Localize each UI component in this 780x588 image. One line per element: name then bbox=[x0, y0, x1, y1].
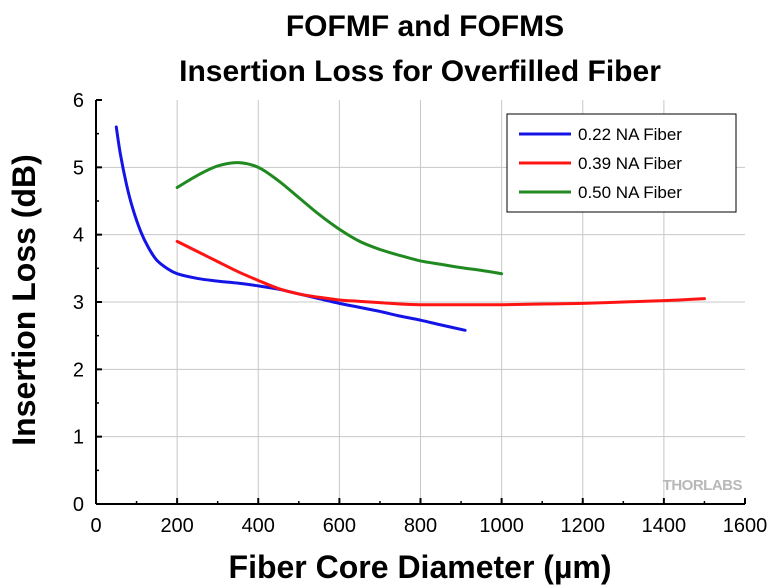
series-line-2 bbox=[175, 239, 706, 307]
x-tick-label: 0 bbox=[90, 515, 101, 537]
legend-label-1: 0.22 NA Fiber bbox=[578, 125, 682, 144]
legend-items: 0.22 NA Fiber 0.39 NA Fiber 0.50 NA Fiber bbox=[519, 125, 682, 202]
series-line-1 bbox=[114, 125, 467, 332]
legend: 0.22 NA Fiber 0.39 NA Fiber 0.50 NA Fiber bbox=[506, 113, 737, 213]
y-tick-label: 1 bbox=[73, 427, 84, 449]
y-tick-label: 6 bbox=[73, 90, 84, 112]
series-line-3 bbox=[175, 161, 504, 276]
y-tick-label: 3 bbox=[73, 292, 84, 314]
chart-title-line1: FOFMF and FOFMS bbox=[286, 10, 564, 43]
x-tick-label: 1600 bbox=[723, 515, 768, 537]
x-tick-label: 400 bbox=[242, 515, 275, 537]
x-tick-label: 800 bbox=[404, 515, 437, 537]
y-tick-label: 5 bbox=[73, 157, 84, 179]
x-tick-label: 1000 bbox=[479, 515, 524, 537]
y-tick-label: 0 bbox=[73, 494, 84, 516]
x-tick-labels: 0 200 400 600 800 1000 1200 1400 1600 bbox=[90, 515, 767, 537]
x-tick-label: 1400 bbox=[642, 515, 687, 537]
x-tick-label: 1200 bbox=[561, 515, 606, 537]
x-axis-title: Fiber Core Diameter (µm) bbox=[229, 549, 612, 585]
y-tick-label: 2 bbox=[73, 359, 84, 381]
thorlabs-watermark: THORLABS bbox=[663, 477, 743, 494]
legend-label-2: 0.39 NA Fiber bbox=[578, 154, 682, 173]
x-tick-label: 200 bbox=[160, 515, 193, 537]
y-tick-labels: 0 1 2 3 4 5 6 bbox=[73, 90, 84, 516]
legend-label-3: 0.50 NA Fiber bbox=[578, 183, 682, 202]
y-tick-label: 4 bbox=[73, 225, 84, 247]
chart-title-line2: Insertion Loss for Overfilled Fiber bbox=[179, 55, 661, 88]
plot-lines bbox=[114, 125, 706, 332]
axes bbox=[95, 99, 746, 505]
y-axis-title: Insertion Loss (dB) bbox=[6, 154, 42, 446]
x-tick-label: 600 bbox=[323, 515, 356, 537]
